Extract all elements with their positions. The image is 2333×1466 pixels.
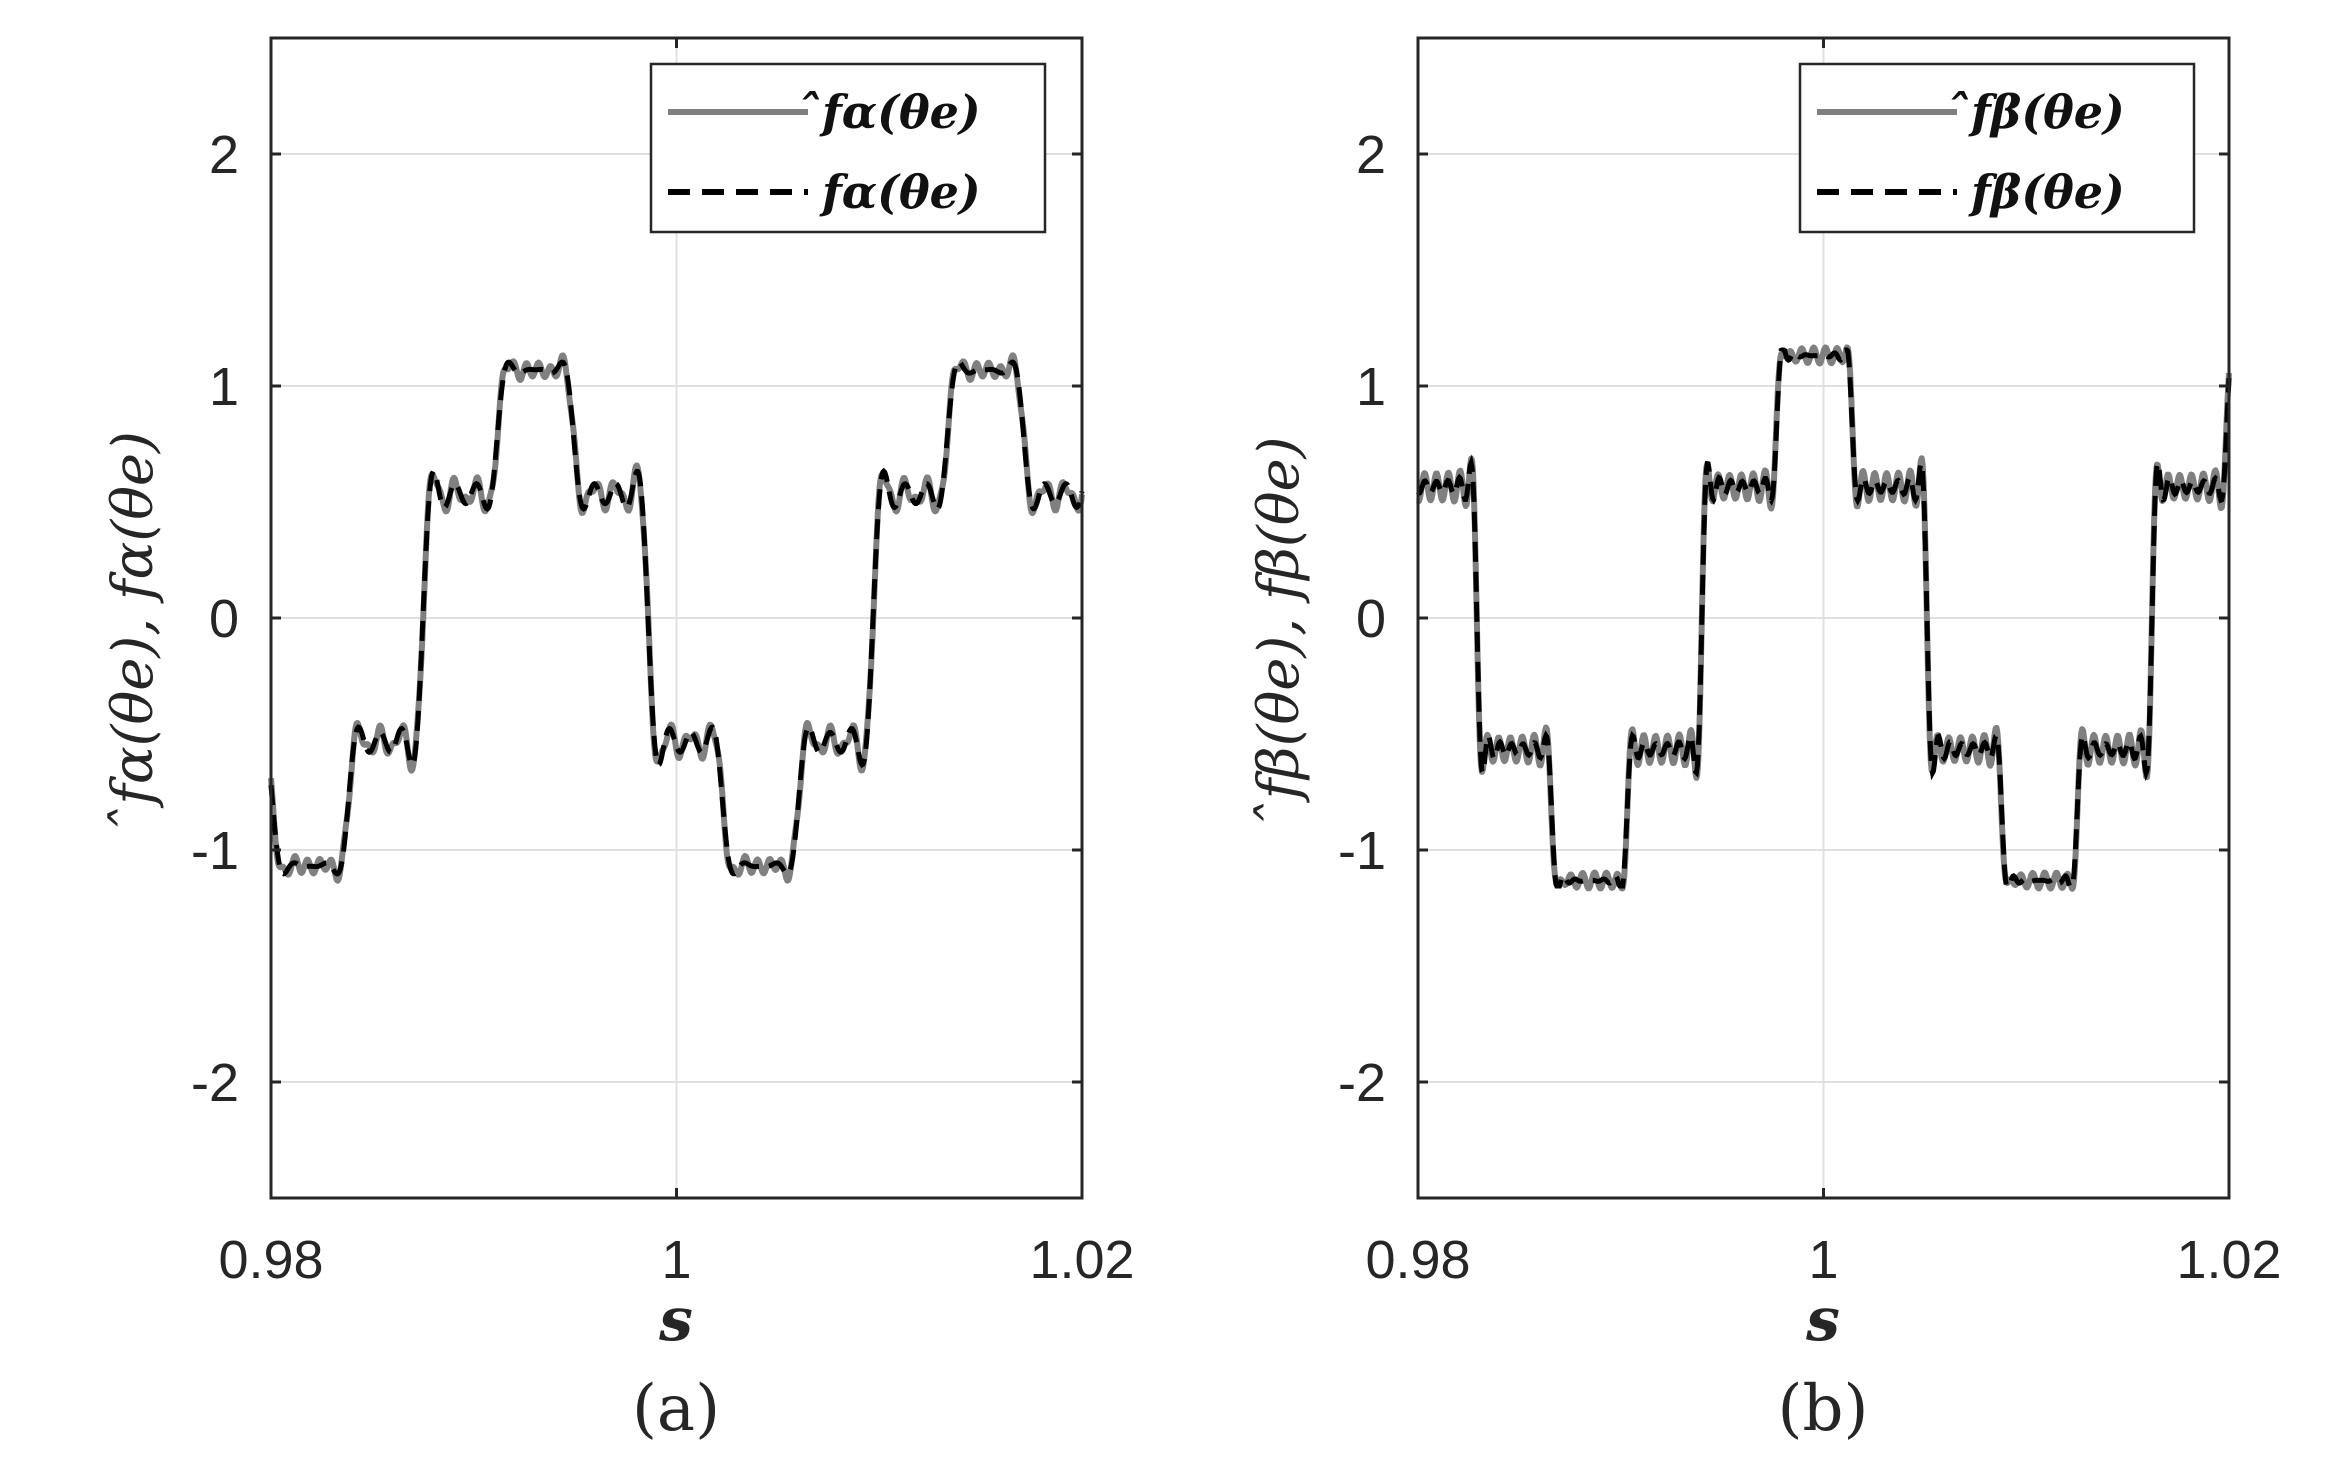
y-tick-label: -2 [191, 1053, 239, 1113]
x-tick-label: 0.98 [218, 1230, 323, 1290]
x-tick-label: 1 [1808, 1230, 1838, 1290]
y-axis-label-b: ̂fβ(θe), fβ(θe) [1247, 437, 1312, 822]
legend-b: ̂fβ(θe) fβ(θe) [1798, 62, 2196, 234]
x-tick-label: 1 [661, 1230, 691, 1290]
ticks-a: 0.98 1 1.02 2 1 0 -1 -2 [191, 38, 1135, 1290]
x-tick-label: 1.02 [2176, 1230, 2281, 1290]
y-tick-label: -1 [191, 821, 239, 881]
x-tick-label: 0.98 [1365, 1230, 1470, 1290]
legend-b-label-true: fβ(θe) [1968, 165, 2125, 219]
y-tick-label: 1 [209, 357, 239, 417]
y-tick-label: 2 [209, 125, 239, 185]
y-tick-label: -2 [1338, 1053, 1386, 1113]
y-tick-label: 1 [1356, 357, 1386, 417]
x-axis-label-a: s [658, 1285, 693, 1355]
series-reference-line [1415, 347, 2232, 889]
y-tick-label: -1 [1338, 821, 1386, 881]
ticks-b: 0.98 1 1.02 2 1 0 -1 -2 [1338, 38, 2282, 1290]
legend-b-label-estimate: ̂fβ(θe) [1951, 85, 2125, 139]
y-tick-label: 0 [209, 589, 239, 649]
y-tick-label: 0 [1356, 589, 1386, 649]
legend-a: ̂fα(θe) fα(θe) [649, 62, 1047, 234]
legend-a-box [649, 62, 1047, 234]
panel-a: 0.98 1 1.02 2 1 0 -1 -2 ̂fα(θe) fα(θe) ̂fα(θe),… [101, 36, 1135, 1446]
series-reference-line [268, 359, 1085, 877]
curves-a [268, 352, 1085, 884]
legend-a-label-estimate: ̂fα(θe) [802, 85, 981, 139]
caption-b: (b) [1778, 1372, 1869, 1446]
panel-b: 0.98 1 1.02 2 1 0 -1 -2 ̂fβ(θe) fβ(θe) ̂fβ(θe),… [1247, 36, 2282, 1446]
caption-a: (a) [632, 1372, 720, 1446]
y-tick-label: 2 [1356, 125, 1386, 185]
y-axis-label-a: ̂fα(θe), fα(θe) [101, 431, 166, 827]
legend-a-label-true: fα(θe) [819, 165, 981, 219]
x-tick-label: 1.02 [1029, 1230, 1134, 1290]
curves-b [1415, 344, 2232, 892]
x-axis-label-b: s [1805, 1285, 1840, 1355]
legend-b-box [1798, 62, 2196, 234]
